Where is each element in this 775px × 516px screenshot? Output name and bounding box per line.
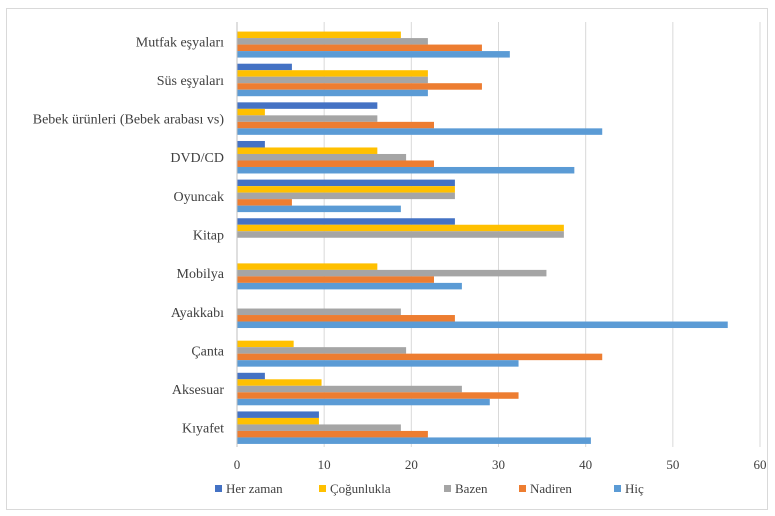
bar <box>237 76 428 84</box>
x-tick-label: 0 <box>234 457 241 472</box>
bar <box>237 417 319 425</box>
category-label: Mobilya <box>177 267 225 282</box>
bar <box>237 424 401 431</box>
bar <box>237 437 591 444</box>
bar <box>237 231 564 238</box>
legend-swatch <box>215 485 222 492</box>
bar <box>237 347 407 354</box>
bar <box>237 160 434 167</box>
category-label: Süs eşyaları <box>157 74 224 89</box>
bar <box>237 199 292 206</box>
bar <box>237 89 428 97</box>
bar <box>237 340 294 348</box>
bar <box>237 360 519 367</box>
category-labels: Kıyafet Aksesuar Çanta Ayakkabı Mobilya Kitap… <box>33 35 225 436</box>
legend-label: Her zaman <box>226 481 283 496</box>
x-tick-label: 10 <box>318 457 331 472</box>
bar <box>237 38 428 45</box>
bar <box>237 63 292 71</box>
bar <box>237 51 510 58</box>
bar <box>237 115 378 122</box>
bar <box>237 379 322 386</box>
bar <box>237 321 728 329</box>
legend-swatch <box>614 485 621 492</box>
bar <box>237 140 265 148</box>
x-tick-label: 50 <box>666 457 679 472</box>
bar <box>237 192 455 200</box>
bar <box>237 224 564 232</box>
legend-label: Nadiren <box>530 481 572 496</box>
bar <box>237 430 428 438</box>
bar <box>237 70 428 77</box>
legend-label: Hiç <box>625 481 644 496</box>
x-tick-label: 60 <box>754 457 767 472</box>
bar <box>237 108 265 116</box>
bar <box>237 308 401 316</box>
legend-label: Çoğunlukla <box>330 481 391 496</box>
category-label: Aksesuar <box>172 383 224 398</box>
legend-swatch <box>519 485 526 492</box>
bar <box>237 372 265 380</box>
legend: Her zaman Çoğunlukla Bazen Nadiren Hiç <box>215 481 644 496</box>
bar <box>237 179 455 187</box>
x-tick-label: 30 <box>492 457 505 472</box>
x-tick-labels: 0 10 20 30 40 50 60 <box>234 457 767 472</box>
legend-swatch <box>319 485 326 492</box>
bar <box>237 205 401 213</box>
bar <box>237 102 378 109</box>
bar <box>237 353 603 361</box>
category-label: Oyuncak <box>173 190 224 205</box>
bar <box>237 186 455 193</box>
bar <box>237 128 603 135</box>
x-tick-label: 20 <box>405 457 418 472</box>
bars <box>237 31 728 444</box>
bar <box>237 263 378 270</box>
bar <box>237 315 455 322</box>
bar <box>237 218 455 225</box>
category-label: Bebek ürünleri (Bebek arabası vs) <box>33 113 225 128</box>
bar <box>237 411 319 418</box>
legend-swatch <box>444 485 451 492</box>
bar <box>237 276 434 283</box>
bar <box>237 166 575 174</box>
legend-label: Bazen <box>455 481 488 496</box>
bar <box>237 392 519 399</box>
bar <box>237 147 378 154</box>
x-tick-label: 40 <box>579 457 592 472</box>
bar <box>237 282 462 290</box>
category-label: Kitap <box>193 229 224 244</box>
bar <box>237 31 401 39</box>
bar <box>237 121 434 129</box>
bar <box>237 398 490 406</box>
bar <box>237 44 482 52</box>
bar <box>237 269 547 277</box>
bar <box>237 385 462 393</box>
category-label: Çanta <box>191 344 224 359</box>
category-label: Ayakkabı <box>171 306 224 321</box>
chart-frame <box>6 8 768 510</box>
category-label: DVD/CD <box>170 151 224 166</box>
bar <box>237 153 407 161</box>
bar <box>237 83 482 90</box>
category-label: Mutfak eşyaları <box>136 35 224 50</box>
category-label: Kıyafet <box>182 422 224 437</box>
